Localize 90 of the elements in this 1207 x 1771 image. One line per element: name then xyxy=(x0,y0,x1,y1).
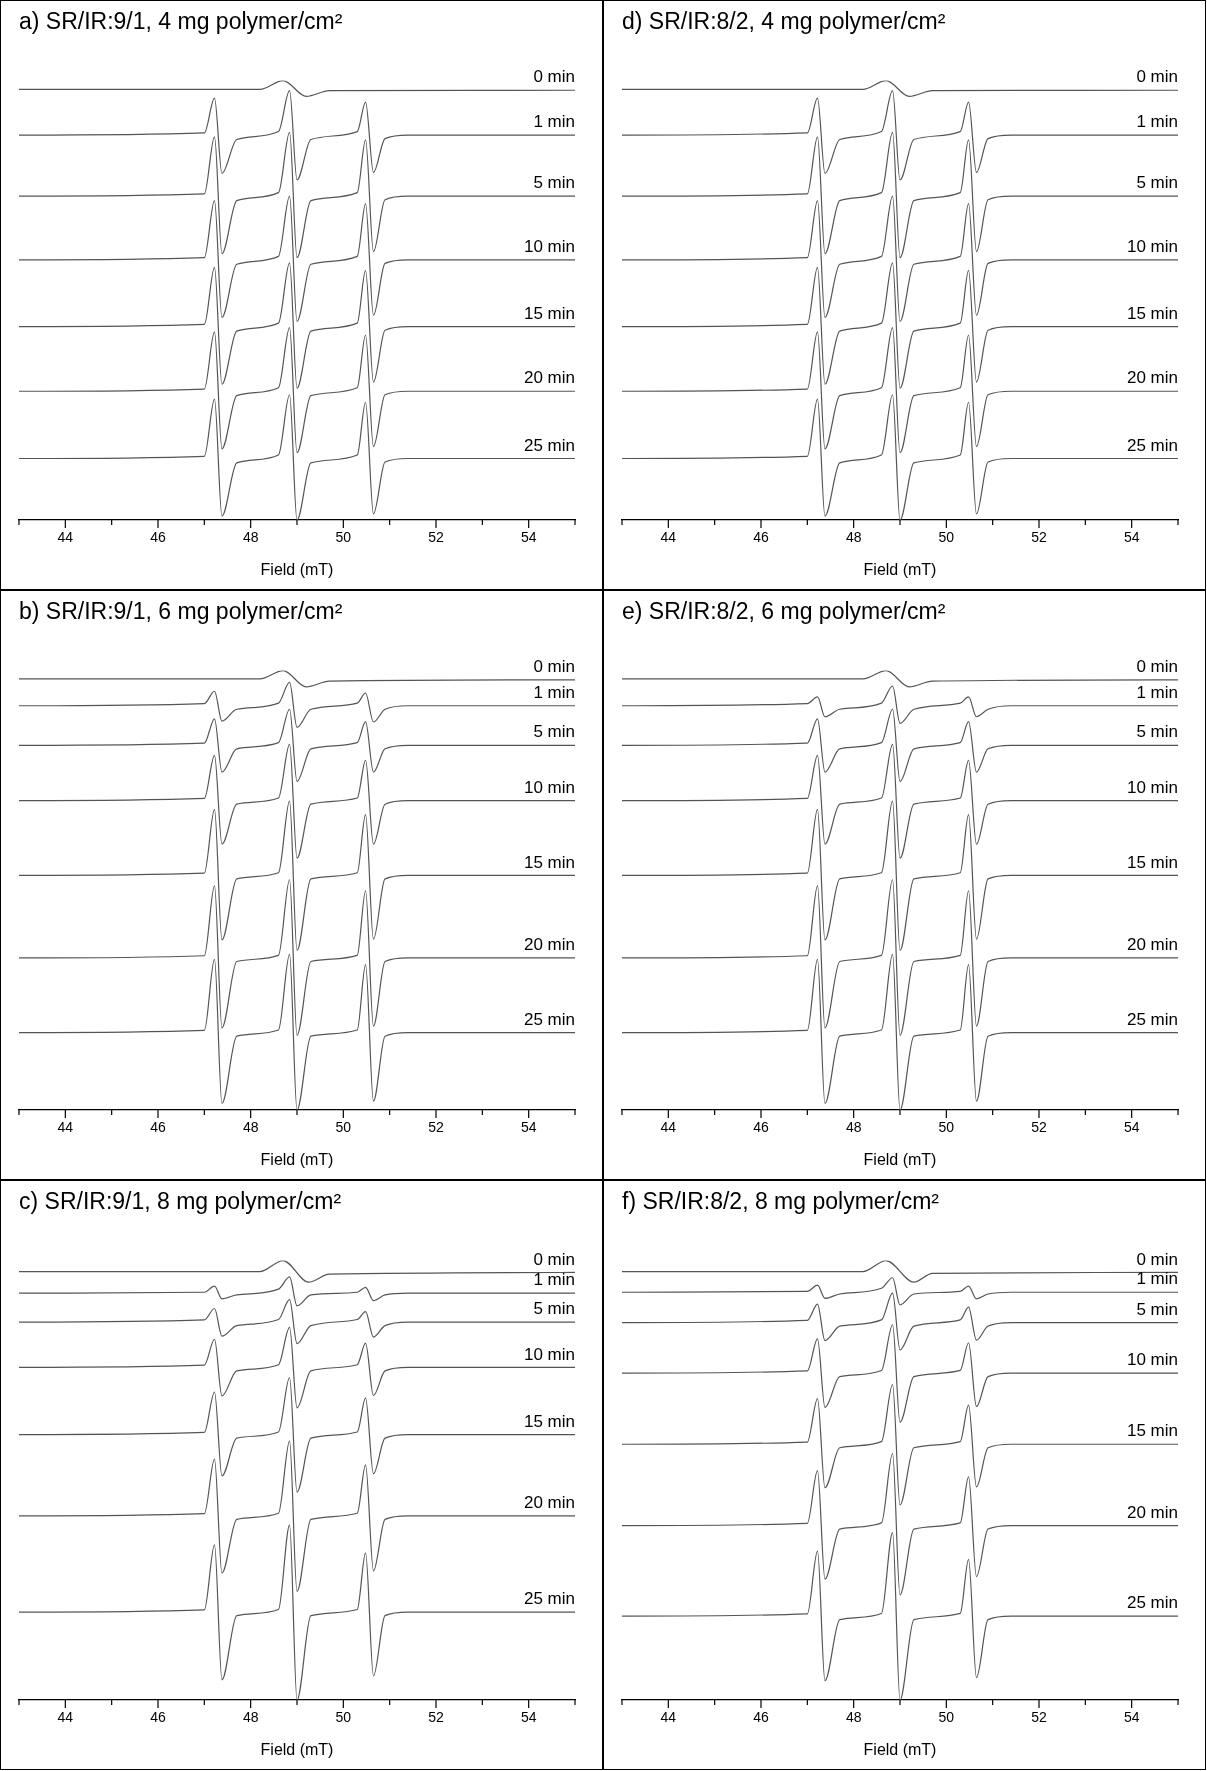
x-tick-label: 44 xyxy=(660,1119,677,1136)
x-tick-label: 54 xyxy=(1123,1709,1140,1726)
series-label: 10 min xyxy=(1126,1350,1178,1370)
series-label: 25 min xyxy=(523,435,575,455)
series-label: 0 min xyxy=(533,657,575,677)
series-label: 25 min xyxy=(1126,1009,1178,1029)
x-tick-label: 48 xyxy=(845,1119,862,1136)
series-label: 20 min xyxy=(1126,368,1178,388)
series-label: 1 min xyxy=(1136,112,1178,132)
series-label: 5 min xyxy=(533,1299,575,1319)
series-label: 5 min xyxy=(533,173,575,193)
series-label: 5 min xyxy=(1136,722,1178,742)
series-label: 15 min xyxy=(1126,1421,1178,1441)
x-axis-title: Field (mT) xyxy=(260,1150,334,1168)
series-label: 15 min xyxy=(1126,303,1178,323)
x-tick-label: 50 xyxy=(938,529,955,546)
series-label: 15 min xyxy=(523,1411,575,1431)
chart-title: a) SR/IR:9/1, 4 mg polymer/cm² xyxy=(19,8,343,35)
x-tick-label: 52 xyxy=(428,1119,444,1136)
x-tick-label: 44 xyxy=(57,1119,74,1136)
x-tick-label: 50 xyxy=(335,1119,352,1136)
x-axis-title: Field (mT) xyxy=(260,560,334,578)
series-label: 1 min xyxy=(1136,1269,1178,1289)
series-label: 1 min xyxy=(533,1270,575,1290)
series-label: 10 min xyxy=(1126,777,1178,797)
series-label: 20 min xyxy=(523,935,575,955)
chart-title: d) SR/IR:8/2, 4 mg polymer/cm² xyxy=(622,8,946,35)
series-label: 0 min xyxy=(533,1249,575,1269)
series-label: 20 min xyxy=(1126,1502,1178,1522)
series-label: 1 min xyxy=(1136,682,1178,702)
series-label: 20 min xyxy=(1126,935,1178,955)
series-label: 0 min xyxy=(1136,657,1178,677)
series-label: 5 min xyxy=(1136,173,1178,193)
series-label: 10 min xyxy=(523,1344,575,1364)
x-tick-label: 52 xyxy=(1031,1709,1047,1726)
x-tick-label: 46 xyxy=(150,1709,166,1726)
series-label: 1 min xyxy=(533,682,575,702)
x-tick-label: 46 xyxy=(753,1119,769,1136)
x-tick-label: 46 xyxy=(150,1119,166,1136)
series-label: 25 min xyxy=(1126,1593,1178,1613)
series-label: 20 min xyxy=(523,1493,575,1513)
series-label: 20 min xyxy=(523,368,575,388)
series-label: 5 min xyxy=(533,722,575,742)
series-label: 25 min xyxy=(1126,435,1178,455)
series-label: 0 min xyxy=(1136,67,1178,87)
x-tick-label: 44 xyxy=(660,1709,677,1726)
x-tick-label: 50 xyxy=(938,1709,955,1726)
x-tick-label: 54 xyxy=(1123,1119,1140,1136)
x-tick-label: 54 xyxy=(520,1709,537,1726)
x-tick-label: 48 xyxy=(242,529,259,546)
series-label: 5 min xyxy=(1136,1299,1178,1319)
x-tick-label: 48 xyxy=(845,529,862,546)
series-label: 1 min xyxy=(533,112,575,132)
x-tick-label: 50 xyxy=(335,1709,352,1726)
series-label: 0 min xyxy=(1136,1249,1178,1269)
x-tick-label: 52 xyxy=(1031,1119,1047,1136)
x-tick-label: 48 xyxy=(242,1119,259,1136)
series-label: 15 min xyxy=(523,303,575,323)
x-tick-label: 52 xyxy=(1031,529,1047,546)
chart-title: c) SR/IR:9/1, 8 mg polymer/cm² xyxy=(19,1188,342,1215)
x-tick-label: 50 xyxy=(335,529,352,546)
series-label: 10 min xyxy=(1126,237,1178,257)
x-tick-label: 54 xyxy=(1123,529,1140,546)
x-tick-label: 44 xyxy=(660,529,677,546)
x-tick-label: 44 xyxy=(57,529,74,546)
x-tick-label: 46 xyxy=(150,529,166,546)
chart-title: e) SR/IR:8/2, 6 mg polymer/cm² xyxy=(622,598,946,625)
x-axis-title: Field (mT) xyxy=(863,1150,937,1168)
x-axis-title: Field (mT) xyxy=(260,1740,334,1758)
series-label: 0 min xyxy=(533,67,575,87)
chart-title: f) SR/IR:8/2, 8 mg polymer/cm² xyxy=(622,1188,940,1215)
x-axis-title: Field (mT) xyxy=(863,1740,937,1758)
series-label: 15 min xyxy=(1126,852,1178,872)
series-label: 10 min xyxy=(523,777,575,797)
x-tick-label: 46 xyxy=(753,529,769,546)
x-tick-label: 52 xyxy=(428,1709,444,1726)
x-tick-label: 52 xyxy=(428,529,444,546)
series-label: 10 min xyxy=(523,237,575,257)
series-label: 25 min xyxy=(523,1009,575,1029)
x-tick-label: 44 xyxy=(57,1709,74,1726)
x-tick-label: 48 xyxy=(845,1709,862,1726)
x-tick-label: 48 xyxy=(242,1709,259,1726)
x-tick-label: 46 xyxy=(753,1709,769,1726)
x-tick-label: 54 xyxy=(520,1119,537,1136)
chart-title: b) SR/IR:9/1, 6 mg polymer/cm² xyxy=(19,598,343,625)
series-label: 25 min xyxy=(523,1589,575,1609)
x-tick-label: 50 xyxy=(938,1119,955,1136)
x-tick-label: 54 xyxy=(520,529,537,546)
x-axis-title: Field (mT) xyxy=(863,560,937,578)
series-label: 15 min xyxy=(523,852,575,872)
